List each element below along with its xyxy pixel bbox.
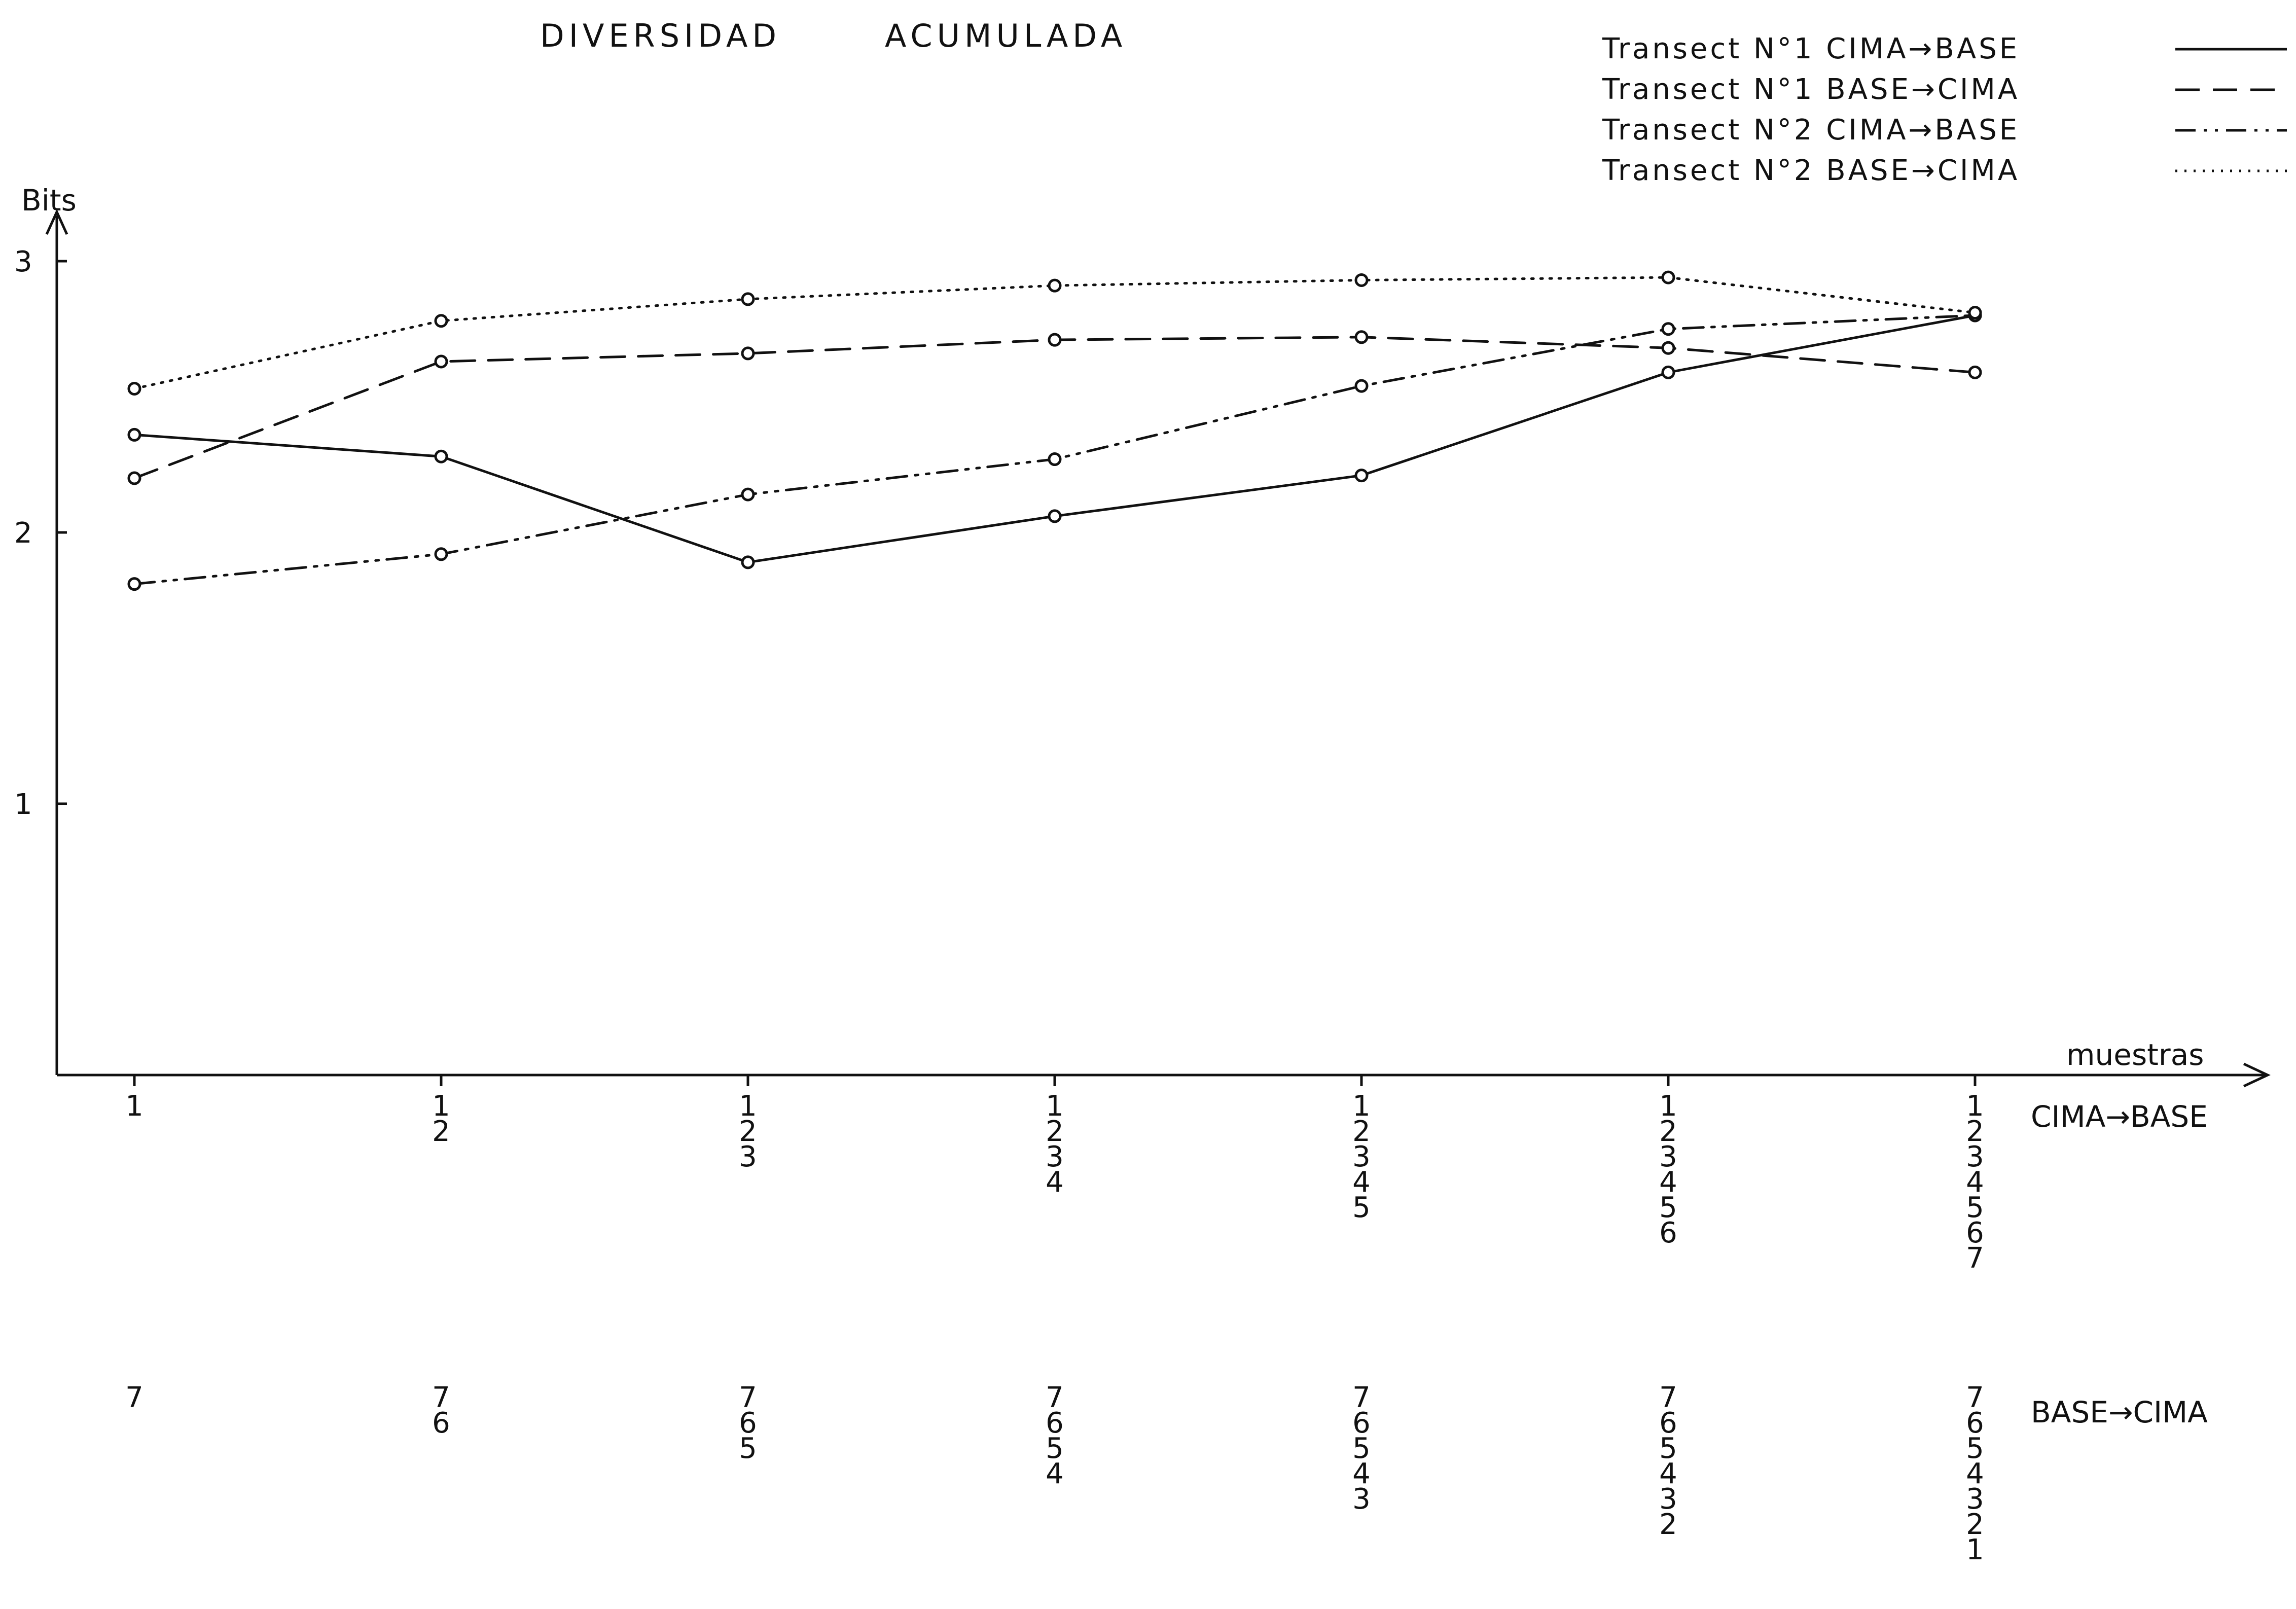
chart-title-left: DIVERSIDAD (540, 17, 781, 54)
stack-base-cima-label: BASE→CIMA (2031, 1395, 2208, 1429)
legend-label: Transect N°2 CIMA→BASE (1602, 114, 2020, 147)
stack-number-cima-base: 7 (1966, 1242, 1984, 1275)
data-point (1049, 280, 1060, 291)
data-point (1663, 342, 1674, 353)
series-line (134, 315, 1975, 562)
y-tick-label: 2 (14, 517, 32, 550)
legend-label: Transect N°1 CIMA→BASE (1602, 32, 2020, 65)
x-ticks (134, 1075, 1975, 1086)
data-point (1663, 324, 1674, 335)
chart-title-right: ACUMULADA (885, 17, 1127, 54)
data-point (1356, 332, 1367, 343)
data-point (129, 579, 140, 590)
y-tick-label: 1 (14, 788, 32, 821)
data-point (436, 356, 447, 367)
legend: Transect N°1 CIMA→BASE Transect N°1 BASE→… (1602, 32, 2287, 187)
legend-label: Transect N°1 BASE→CIMA (1602, 73, 2020, 106)
data-point (129, 473, 140, 484)
data-point (1969, 307, 1981, 318)
data-point (1969, 367, 1981, 378)
data-point (436, 451, 447, 462)
stack-cima-base-label: CIMA→BASE (2031, 1099, 2208, 1134)
stack-number-base-cima: 7 (125, 1381, 144, 1414)
data-point (1356, 470, 1367, 481)
stack-number-base-cima: 3 (1352, 1483, 1371, 1516)
data-point (1356, 380, 1367, 391)
data-point (1049, 511, 1060, 522)
stack-number-cima-base: 4 (1046, 1166, 1064, 1199)
data-point (436, 315, 447, 327)
data-point (1356, 274, 1367, 285)
data-point (436, 549, 447, 560)
stack-number-cima-base: 2 (432, 1115, 450, 1148)
data-point (1663, 367, 1674, 378)
series-line (134, 315, 1975, 584)
stack-number-base-cima: 4 (1046, 1457, 1064, 1490)
y-tick-label: 3 (14, 245, 32, 278)
legend-label: Transect N°2 BASE→CIMA (1602, 154, 2020, 187)
y-ticks: 1 2 3 (14, 245, 67, 821)
data-point (742, 348, 754, 359)
data-point (742, 294, 754, 305)
stack-number-cima-base: 1 (125, 1090, 144, 1123)
data-point (1049, 334, 1060, 345)
axes: Bits muestras (21, 183, 2268, 1086)
stack-number-cima-base: 6 (1659, 1217, 1677, 1249)
data-point (742, 489, 754, 500)
data-point (129, 383, 140, 394)
stack-number-base-cima: 2 (1659, 1508, 1677, 1541)
data-point (742, 557, 754, 568)
series-layer (129, 272, 1981, 590)
stack-number-cima-base: 3 (739, 1140, 757, 1173)
x-axis-label: muestras (2066, 1038, 2204, 1072)
stack-number-cima-base: 5 (1352, 1191, 1371, 1224)
data-point (129, 429, 140, 440)
series-1 (129, 310, 1981, 568)
data-point (1663, 272, 1674, 283)
chart-title: DIVERSIDAD ACUMULADA (540, 17, 1127, 54)
stack-number-base-cima: 5 (739, 1432, 757, 1465)
stack-number-base-cima: 6 (432, 1407, 450, 1440)
y-axis-label: Bits (21, 183, 77, 218)
stack-number-base-cima: 1 (1966, 1533, 1984, 1566)
data-point (1049, 454, 1060, 465)
